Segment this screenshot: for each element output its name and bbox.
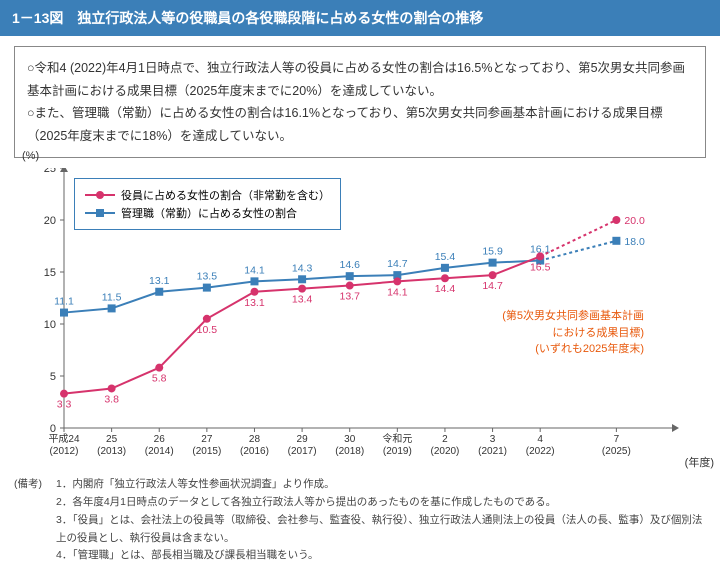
note-item: 3．「役員」とは、会社法上の役員等（取締役、会社参与、監査役、執行役）、独立行政… bbox=[56, 512, 706, 548]
svg-text:30: 30 bbox=[344, 434, 356, 445]
target-annotation: (第5次男女共同参画基本計画 における成果目標) (いずれも2025年度末) bbox=[502, 308, 644, 358]
note-item: 4．「管理職」とは、部長相当職及び課長相当職をいう。 bbox=[56, 547, 318, 565]
svg-text:15.9: 15.9 bbox=[482, 246, 503, 258]
svg-text:15: 15 bbox=[44, 267, 56, 279]
svg-text:(2025): (2025) bbox=[602, 446, 631, 457]
note-item: 2．各年度4月1日時点のデータとして各独立行政法人等から提出のあったものを基に作… bbox=[56, 494, 556, 512]
svg-text:(2015): (2015) bbox=[192, 446, 221, 457]
svg-text:14.3: 14.3 bbox=[292, 262, 313, 274]
svg-text:13.5: 13.5 bbox=[197, 271, 218, 283]
svg-text:(2019): (2019) bbox=[383, 446, 412, 457]
y-axis-label: (%) bbox=[22, 150, 39, 162]
svg-text:2: 2 bbox=[442, 434, 448, 445]
description-p1: ○令和4 (2022)年4月1日時点で、独立行政法人等の役員に占める女性の割合は… bbox=[27, 57, 693, 102]
svg-text:(2017): (2017) bbox=[288, 446, 317, 457]
figure-title: 1－13図 独立行政法人等の役職員の各役職段階に占める女性の割合の推移 bbox=[0, 0, 720, 36]
svg-text:13.1: 13.1 bbox=[149, 275, 170, 287]
svg-text:15.4: 15.4 bbox=[435, 251, 456, 263]
note-item: 1．内閣府「独立行政法人等女性参画状況調査」より作成。 bbox=[56, 476, 335, 494]
svg-text:(2018): (2018) bbox=[335, 446, 364, 457]
svg-text:(2020): (2020) bbox=[430, 446, 459, 457]
description-p2: ○また、管理職（常勤）に占める女性の割合は16.1%となっており、第5次男女共同… bbox=[27, 102, 693, 147]
svg-text:20.0: 20.0 bbox=[624, 215, 645, 227]
svg-text:14.1: 14.1 bbox=[244, 264, 265, 276]
svg-text:5: 5 bbox=[50, 371, 56, 383]
svg-text:(2013): (2013) bbox=[97, 446, 126, 457]
svg-text:3.3: 3.3 bbox=[57, 399, 72, 411]
svg-text:14.1: 14.1 bbox=[387, 286, 408, 298]
svg-text:(2021): (2021) bbox=[478, 446, 507, 457]
svg-text:25: 25 bbox=[44, 168, 56, 175]
description-box: ○令和4 (2022)年4月1日時点で、独立行政法人等の役員に占める女性の割合は… bbox=[14, 46, 706, 158]
svg-text:4: 4 bbox=[537, 434, 543, 445]
svg-text:13.7: 13.7 bbox=[339, 291, 360, 303]
svg-text:(2016): (2016) bbox=[240, 446, 269, 457]
svg-text:28: 28 bbox=[249, 434, 261, 445]
svg-text:29: 29 bbox=[297, 434, 309, 445]
svg-text:3.8: 3.8 bbox=[104, 393, 119, 405]
svg-text:平成24: 平成24 bbox=[48, 433, 80, 445]
svg-text:14.6: 14.6 bbox=[339, 259, 360, 271]
svg-text:7: 7 bbox=[614, 434, 620, 445]
svg-text:(2012): (2012) bbox=[50, 446, 79, 457]
svg-text:5.8: 5.8 bbox=[152, 373, 167, 385]
svg-text:14.7: 14.7 bbox=[387, 258, 408, 270]
svg-text:16.5: 16.5 bbox=[530, 261, 551, 273]
notes-block: (備考)1．内閣府「独立行政法人等女性参画状況調査」より作成。 2．各年度4月1… bbox=[14, 476, 706, 565]
svg-text:13.1: 13.1 bbox=[244, 297, 265, 309]
svg-text:10: 10 bbox=[44, 319, 56, 331]
svg-text:10.5: 10.5 bbox=[197, 324, 218, 336]
svg-text:20: 20 bbox=[44, 215, 56, 227]
svg-text:14.7: 14.7 bbox=[482, 280, 503, 292]
svg-text:25: 25 bbox=[106, 434, 118, 445]
svg-text:11.5: 11.5 bbox=[102, 291, 122, 303]
svg-text:14.4: 14.4 bbox=[435, 283, 456, 295]
svg-text:(2022): (2022) bbox=[526, 446, 555, 457]
svg-text:27: 27 bbox=[201, 434, 213, 445]
line-chart: (%) 役員に占める女性の割合（非常勤を含む） 管理職（常勤）に占める女性の割合… bbox=[14, 168, 706, 468]
svg-text:3: 3 bbox=[490, 434, 496, 445]
svg-text:18.0: 18.0 bbox=[624, 236, 645, 248]
notes-head: (備考) bbox=[14, 476, 56, 494]
svg-text:(2014): (2014) bbox=[145, 446, 174, 457]
svg-text:11.1: 11.1 bbox=[54, 296, 74, 308]
svg-text:13.4: 13.4 bbox=[292, 294, 313, 306]
svg-text:26: 26 bbox=[154, 434, 166, 445]
x-axis-label: (年度) bbox=[685, 454, 714, 470]
svg-text:令和元: 令和元 bbox=[382, 432, 412, 445]
